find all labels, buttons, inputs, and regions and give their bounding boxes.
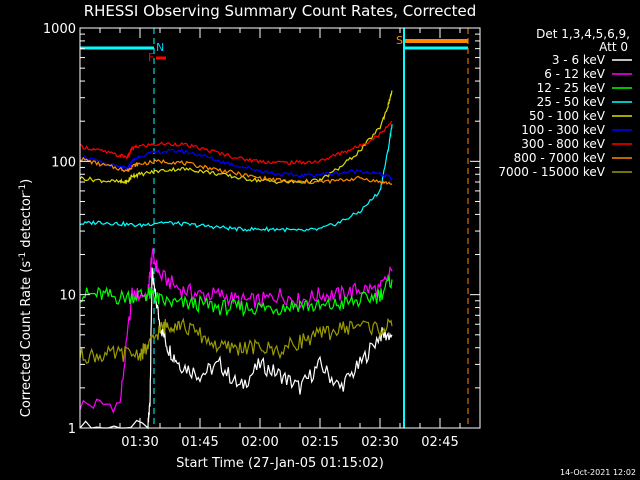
- legend-header-attenuator: Att 0: [599, 40, 628, 54]
- legend-label: 50 - 100 keV: [529, 109, 606, 123]
- series-line: [79, 90, 393, 185]
- series-line: [79, 267, 393, 430]
- series-line: [79, 317, 393, 365]
- annotations: NF S: [148, 34, 403, 64]
- x-tick-label: 01:45: [181, 435, 218, 450]
- y-tick-label: 1000: [43, 22, 76, 37]
- series-line: [79, 248, 393, 414]
- legend-label: 3 - 6 keV: [552, 53, 606, 67]
- x-tick-label: 01:30: [121, 435, 158, 450]
- legend-label: 300 - 800 keV: [521, 137, 605, 151]
- series-line: [79, 148, 393, 181]
- flag-label: S: [396, 34, 403, 47]
- y-axis: 1 10 100 1000: [43, 22, 480, 437]
- chart-title: RHESSI Observing Summary Count Rates, Co…: [84, 2, 477, 20]
- y-axis-label: Corrected Count Rate (s-1 detector-1): [18, 179, 34, 417]
- footer-timestamp: 14-Oct-2021 12:02: [560, 468, 636, 477]
- x-axis-label: Start Time (27-Jan-05 01:15:02): [176, 456, 384, 471]
- x-tick-label: 02:15: [301, 435, 338, 450]
- y-tick-label: 100: [51, 155, 76, 170]
- night-markers: [80, 28, 469, 428]
- legend-label: 6 - 12 keV: [544, 67, 606, 81]
- legend-label: 25 - 50 keV: [537, 95, 606, 109]
- series-line: [79, 156, 393, 186]
- legend-header-detectors: Det 1,3,4,5,6,9,: [536, 27, 630, 41]
- series-line: [79, 124, 393, 233]
- flag-label: N: [156, 41, 164, 54]
- x-tick-label: 02:45: [421, 435, 458, 450]
- series-line: [79, 275, 393, 318]
- legend-label: 7000 - 15000 keV: [498, 165, 605, 179]
- legend-label: 12 - 25 keV: [537, 81, 606, 95]
- y-tick-label: 1: [68, 422, 76, 437]
- series-lines: [79, 90, 393, 430]
- x-axis: 01:30 01:45 02:00 02:15 02:30 02:45: [99, 28, 461, 450]
- x-tick-label: 02:00: [241, 435, 278, 450]
- series-line: [79, 120, 393, 166]
- flag-label: F: [148, 51, 154, 64]
- x-tick-label: 02:30: [361, 435, 398, 450]
- legend-label: 800 - 7000 keV: [514, 151, 606, 165]
- plot-frame: [79, 27, 481, 429]
- legend-label: 100 - 300 keV: [521, 123, 605, 137]
- y-tick-label: 10: [59, 289, 76, 304]
